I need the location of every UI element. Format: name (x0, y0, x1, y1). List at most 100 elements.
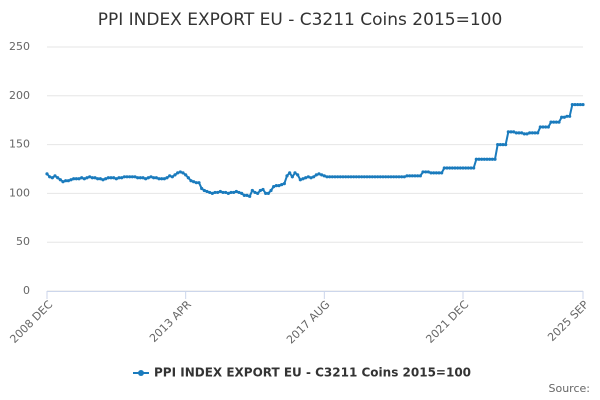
point (162, 177, 166, 181)
point (400, 175, 404, 179)
point (538, 125, 542, 129)
y-tick-label: 200 (9, 89, 30, 102)
point (269, 188, 273, 193)
point (490, 157, 494, 161)
point (509, 130, 513, 134)
point (96, 177, 100, 181)
point (117, 176, 121, 180)
point (165, 176, 169, 180)
point (432, 171, 436, 175)
point (309, 176, 313, 180)
point (354, 175, 358, 179)
point (448, 166, 452, 170)
point (458, 166, 462, 170)
point (397, 175, 401, 179)
point (296, 173, 300, 177)
point (58, 178, 62, 182)
point (221, 190, 225, 195)
point (152, 176, 156, 180)
point (434, 171, 438, 175)
point (445, 166, 449, 170)
point (208, 190, 212, 195)
point (197, 181, 201, 185)
point (488, 157, 492, 161)
point (74, 177, 78, 181)
point (352, 175, 356, 179)
point (472, 166, 476, 170)
point (477, 157, 481, 161)
point (253, 190, 257, 195)
point (202, 188, 206, 193)
point (261, 187, 265, 192)
point (122, 175, 126, 179)
point (368, 175, 372, 179)
point (384, 175, 388, 179)
point (200, 186, 204, 191)
point (554, 120, 558, 124)
point (77, 177, 81, 181)
point (461, 166, 465, 170)
point (80, 176, 84, 180)
point (568, 114, 572, 118)
x-tick-label: 2013 APR (147, 298, 194, 345)
point (424, 170, 428, 174)
point (408, 174, 412, 178)
point (514, 131, 518, 135)
point (186, 176, 190, 180)
point (498, 143, 502, 147)
legend-label: PPI INDEX EXPORT EU - C3211 Coins 2015=1… (154, 366, 471, 380)
point (216, 190, 220, 195)
point (413, 174, 417, 178)
point (386, 175, 390, 179)
point (370, 175, 374, 179)
point (312, 175, 316, 179)
point (341, 175, 345, 179)
point (290, 175, 294, 179)
point (530, 131, 534, 135)
point (272, 184, 276, 189)
point (192, 180, 196, 184)
point (512, 130, 516, 134)
point (144, 177, 148, 181)
point (88, 175, 92, 179)
point (181, 171, 185, 175)
source: Source: (549, 382, 591, 395)
x-tick-label: 2025 SEP (545, 298, 591, 344)
point (426, 170, 430, 174)
point (402, 175, 406, 179)
point (330, 175, 334, 179)
point (168, 174, 172, 178)
point (240, 191, 244, 195)
x-tick-label: 2008 DEC (7, 298, 55, 346)
point (288, 171, 292, 175)
point (333, 175, 337, 179)
chart-title: PPI INDEX EXPORT EU - C3211 Coins 2015=1… (98, 10, 503, 30)
point (541, 125, 545, 129)
point (450, 166, 454, 170)
point (176, 171, 180, 175)
point (464, 166, 468, 170)
y-tick-label: 150 (9, 138, 30, 151)
point (50, 176, 54, 180)
point (170, 175, 174, 179)
point (338, 175, 342, 179)
point (320, 173, 324, 177)
point (109, 176, 113, 180)
point (365, 175, 369, 179)
point (493, 157, 497, 161)
point (381, 175, 385, 179)
point (552, 120, 556, 124)
point (218, 189, 222, 194)
point (565, 114, 569, 118)
point (517, 131, 521, 135)
point (546, 125, 550, 129)
point (194, 181, 198, 185)
point (298, 178, 302, 182)
point (53, 174, 57, 178)
point (362, 175, 366, 179)
point (48, 175, 52, 179)
point (378, 175, 382, 179)
point (578, 102, 582, 107)
point (245, 193, 249, 197)
point (90, 176, 94, 180)
